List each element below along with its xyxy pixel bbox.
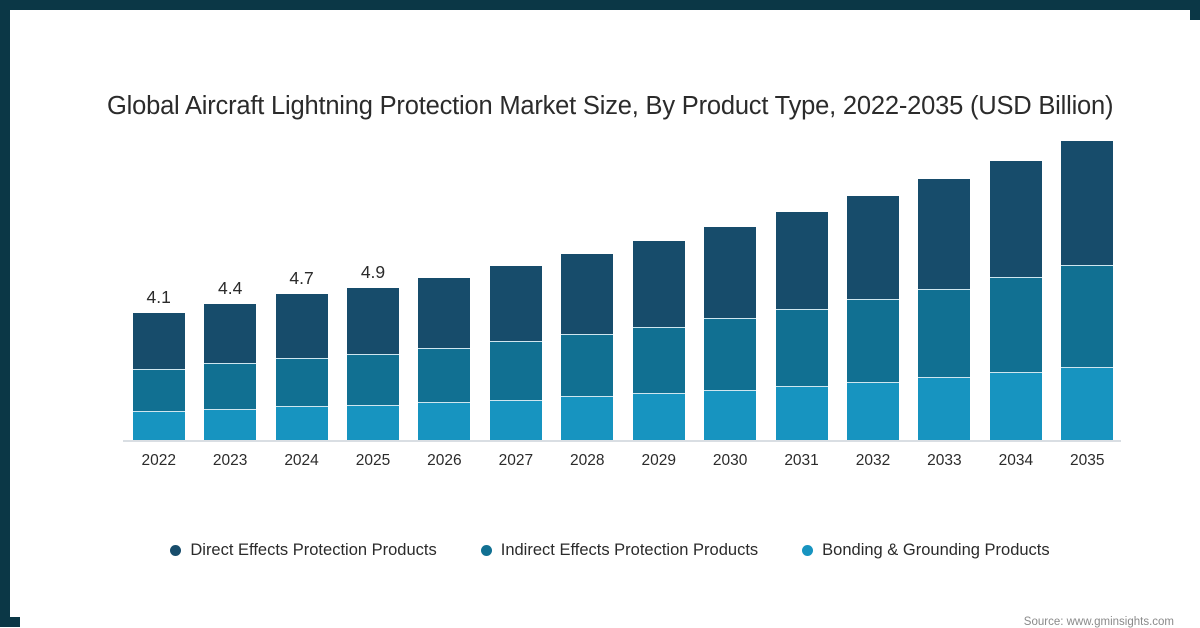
legend-dot-icon-1 [480, 545, 492, 556]
bar-segment-2031-series-0[interactable] [775, 212, 828, 310]
bar-value-label-2022: 4.1 [146, 287, 171, 308]
bar-segment-2033-series-1[interactable] [918, 288, 971, 378]
x-axis-tick-2027: 2027 [498, 452, 534, 469]
bar-segment-2028-series-1[interactable] [561, 334, 614, 397]
bar-segment-2026-series-0[interactable] [418, 278, 471, 349]
bar-segment-2034-series-2[interactable] [989, 372, 1042, 442]
legend-dot-icon-0 [170, 545, 182, 556]
x-axis-tick-2032: 2032 [855, 452, 891, 469]
bar-segment-2032-series-0[interactable] [847, 196, 899, 300]
bar-segment-2035-series-2[interactable] [1061, 366, 1114, 442]
bar-segment-2030-series-2[interactable] [704, 389, 757, 442]
bar-segment-2029-series-0[interactable] [632, 241, 685, 327]
bar-group-2034[interactable] [989, 160, 1042, 442]
x-axis-tick-2030: 2030 [712, 452, 748, 469]
legend-item-1[interactable]: Indirect Effects Protection Products [480, 541, 759, 560]
bar-segment-2031-series-1[interactable] [775, 309, 828, 387]
bar-value-label-2025: 4.9 [360, 261, 386, 282]
bar-segment-2032-series-2[interactable] [847, 381, 899, 442]
bar-segment-2034-series-0[interactable] [989, 160, 1042, 278]
bar-segment-2025-series-0[interactable] [347, 287, 399, 354]
bar-group-2033[interactable] [918, 179, 971, 442]
x-axis-line [123, 440, 1121, 442]
x-axis-tick-2025: 2025 [355, 452, 391, 469]
x-axis-tick-2023: 2023 [212, 452, 248, 469]
bar-segment-2030-series-0[interactable] [704, 226, 757, 319]
plot-area [123, 140, 1123, 442]
x-axis-tick-2024: 2024 [284, 452, 319, 469]
x-axis-tick-2026: 2026 [427, 452, 462, 469]
bar-segment-2027-series-1[interactable] [489, 341, 542, 400]
bar-segment-2022-series-0[interactable] [132, 313, 185, 370]
legend-dot-icon-2 [802, 545, 814, 556]
bar-group-2026[interactable] [418, 278, 471, 442]
bar-segment-2023-series-2[interactable] [204, 408, 257, 442]
bar-segment-2025-series-2[interactable] [347, 404, 399, 442]
chart-title: Global Aircraft Lightning Protection Mar… [107, 92, 1114, 120]
bar-segment-2024-series-1[interactable] [275, 357, 328, 407]
x-axis-tick-2028: 2028 [570, 452, 605, 469]
x-axis-tick-2029: 2029 [641, 452, 676, 469]
bar-segment-2032-series-1[interactable] [847, 299, 899, 382]
bar-segment-2028-series-0[interactable] [561, 253, 614, 335]
x-axis-tick-2033: 2033 [927, 452, 962, 469]
bar-segment-2029-series-2[interactable] [632, 393, 685, 442]
bar-segment-2026-series-2[interactable] [418, 402, 471, 442]
bar-group-2032[interactable] [847, 196, 899, 442]
bar-segment-2025-series-1[interactable] [347, 353, 399, 405]
bar-segment-2024-series-2[interactable] [275, 406, 328, 442]
bar-segment-2024-series-0[interactable] [275, 294, 328, 358]
chart-canvas: Global Aircraft Lightning Protection Mar… [20, 20, 1200, 628]
bar-segment-2034-series-1[interactable] [989, 277, 1042, 373]
bar-segment-2035-series-1[interactable] [1061, 264, 1114, 367]
legend-item-0[interactable]: Direct Effects Protection Products [170, 541, 437, 560]
bar-segment-2027-series-2[interactable] [489, 399, 542, 442]
bar-group-2028[interactable] [561, 253, 614, 442]
bar-segment-2023-series-1[interactable] [204, 363, 257, 409]
bar-segment-2027-series-0[interactable] [489, 266, 542, 342]
bar-segment-2035-series-0[interactable] [1061, 141, 1114, 265]
bar-segment-2022-series-2[interactable] [132, 411, 185, 442]
bar-value-label-2023: 4.4 [217, 277, 243, 298]
legend-label-1: Indirect Effects Protection Products [500, 541, 759, 559]
bar-group-2029[interactable] [632, 241, 685, 442]
bar-group-2030[interactable] [704, 226, 757, 442]
bar-segment-2023-series-0[interactable] [204, 303, 257, 364]
bar-group-2024[interactable] [275, 294, 328, 442]
bar-group-2023[interactable] [204, 303, 257, 442]
bar-segment-2028-series-2[interactable] [561, 396, 614, 442]
bar-segment-2029-series-1[interactable] [632, 326, 685, 394]
bar-group-2027[interactable] [489, 266, 542, 442]
legend-label-2: Bonding & Grounding Products [822, 541, 1050, 559]
bar-segment-2031-series-2[interactable] [775, 386, 828, 442]
bar-value-label-2024: 4.7 [289, 268, 314, 289]
x-axis-tick-2031: 2031 [784, 452, 819, 469]
bar-segment-2026-series-1[interactable] [418, 348, 471, 403]
bar-group-2025[interactable] [347, 287, 399, 442]
bar-group-2035[interactable] [1061, 141, 1114, 442]
source-attribution: Source: www.gminsights.com [1023, 616, 1174, 628]
x-axis-tick-2035: 2035 [1070, 452, 1105, 469]
legend-label-0: Direct Effects Protection Products [190, 541, 437, 559]
bar-segment-2022-series-1[interactable] [132, 369, 185, 412]
legend-item-2[interactable]: Bonding & Grounding Products [802, 541, 1050, 560]
x-axis-tick-2022: 2022 [141, 452, 176, 469]
chart-legend: Direct Effects Protection Products Indire… [20, 541, 1200, 560]
x-axis-tick-2034: 2034 [998, 452, 1034, 469]
bar-group-2022[interactable] [132, 313, 185, 442]
bar-group-2031[interactable] [775, 212, 828, 442]
bar-segment-2030-series-1[interactable] [704, 318, 757, 390]
bar-segment-2033-series-2[interactable] [918, 377, 971, 442]
bar-segment-2033-series-0[interactable] [918, 179, 971, 289]
